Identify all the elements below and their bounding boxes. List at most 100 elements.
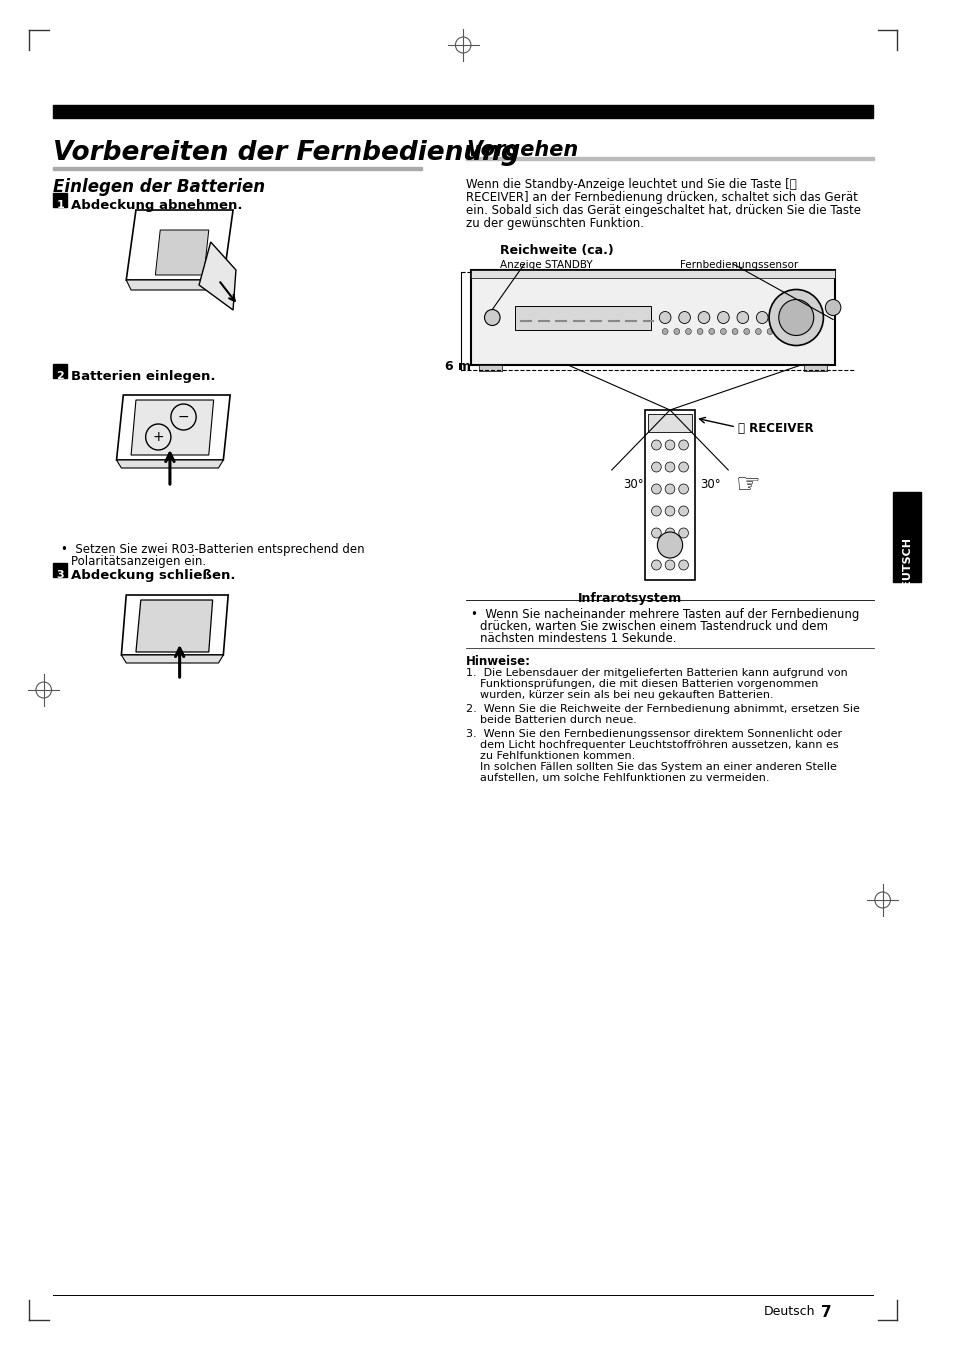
Text: Hinweise:: Hinweise: bbox=[466, 655, 531, 668]
Circle shape bbox=[756, 312, 767, 324]
Bar bbox=[53, 167, 422, 170]
Circle shape bbox=[678, 485, 688, 494]
Text: dem Licht hochfrequenter Leuchtstoffröhren aussetzen, kann es: dem Licht hochfrequenter Leuchtstoffröhr… bbox=[466, 740, 838, 751]
Text: ⏻ RECEIVER: ⏻ RECEIVER bbox=[738, 423, 813, 435]
Circle shape bbox=[678, 462, 688, 472]
Circle shape bbox=[678, 440, 688, 450]
Circle shape bbox=[651, 506, 660, 516]
Text: 7: 7 bbox=[820, 1305, 830, 1320]
Polygon shape bbox=[135, 599, 213, 652]
Circle shape bbox=[651, 485, 660, 494]
Circle shape bbox=[664, 560, 674, 570]
Circle shape bbox=[720, 328, 725, 335]
Circle shape bbox=[678, 506, 688, 516]
Circle shape bbox=[708, 328, 714, 335]
Circle shape bbox=[661, 328, 667, 335]
Circle shape bbox=[824, 300, 840, 316]
Text: In solchen Fällen sollten Sie das System an einer anderen Stelle: In solchen Fällen sollten Sie das System… bbox=[466, 761, 836, 772]
Bar bbox=[803, 364, 826, 371]
Text: wurden, kürzer sein als bei neu gekauften Batterien.: wurden, kürzer sein als bei neu gekaufte… bbox=[466, 690, 773, 701]
Polygon shape bbox=[121, 595, 228, 655]
Circle shape bbox=[651, 528, 660, 539]
Circle shape bbox=[678, 560, 688, 570]
Text: 6 m: 6 m bbox=[444, 360, 470, 373]
Circle shape bbox=[651, 440, 660, 450]
Bar bbox=[647, 414, 692, 432]
Circle shape bbox=[664, 440, 674, 450]
Circle shape bbox=[717, 312, 728, 324]
Text: nächsten mindestens 1 Sekunde.: nächsten mindestens 1 Sekunde. bbox=[479, 632, 676, 645]
Circle shape bbox=[737, 312, 748, 324]
Text: Polaritätsanzeigen ein.: Polaritätsanzeigen ein. bbox=[71, 555, 206, 568]
Text: 1: 1 bbox=[56, 200, 64, 211]
Text: 30°: 30° bbox=[622, 478, 642, 491]
Polygon shape bbox=[116, 460, 223, 468]
Polygon shape bbox=[155, 230, 209, 275]
Bar bbox=[478, 364, 501, 371]
Polygon shape bbox=[126, 279, 223, 290]
Text: zu Fehlfunktionen kommen.: zu Fehlfunktionen kommen. bbox=[466, 751, 635, 761]
Text: 3.  Wenn Sie den Fernbedienungssensor direktem Sonnenlicht oder: 3. Wenn Sie den Fernbedienungssensor dir… bbox=[466, 729, 841, 738]
Text: 1.  Die Lebensdauer der mitgelieferten Batterien kann aufgrund von: 1. Die Lebensdauer der mitgelieferten Ba… bbox=[466, 668, 847, 678]
Circle shape bbox=[698, 312, 709, 324]
Text: Deutsch: Deutsch bbox=[763, 1305, 815, 1318]
Circle shape bbox=[678, 312, 690, 324]
Text: −: − bbox=[177, 410, 189, 424]
Polygon shape bbox=[121, 655, 223, 663]
Text: Infrarotsystem: Infrarotsystem bbox=[578, 593, 681, 605]
Text: Abdeckung schließen.: Abdeckung schließen. bbox=[71, 568, 235, 582]
Text: +: + bbox=[152, 431, 164, 444]
Circle shape bbox=[731, 328, 738, 335]
Bar bbox=[892, 491, 920, 582]
Text: RECEIVER] an der Fernbedienung drücken, schaltet sich das Gerät: RECEIVER] an der Fernbedienung drücken, … bbox=[466, 190, 857, 204]
Text: Vorgehen: Vorgehen bbox=[466, 140, 578, 161]
Bar bbox=[644, 410, 695, 580]
Polygon shape bbox=[126, 211, 233, 279]
Bar bbox=[514, 305, 650, 329]
Text: •  Setzen Sie zwei R03-Batterien entsprechend den: • Setzen Sie zwei R03-Batterien entsprec… bbox=[61, 543, 364, 556]
Text: Abdeckung abnehmen.: Abdeckung abnehmen. bbox=[71, 198, 242, 212]
Text: 2.  Wenn Sie die Reichweite der Fernbedienung abnimmt, ersetzen Sie: 2. Wenn Sie die Reichweite der Fernbedie… bbox=[466, 703, 859, 714]
Text: Wenn die Standby-Anzeige leuchtet und Sie die Taste [⏻: Wenn die Standby-Anzeige leuchtet und Si… bbox=[466, 178, 796, 190]
Bar bbox=[471, 270, 834, 364]
Text: 30°: 30° bbox=[700, 478, 720, 491]
Bar bbox=[53, 193, 67, 207]
Circle shape bbox=[664, 528, 674, 539]
Circle shape bbox=[651, 560, 660, 570]
Circle shape bbox=[697, 328, 702, 335]
Circle shape bbox=[673, 328, 679, 335]
Circle shape bbox=[484, 309, 499, 325]
Text: Batterien einlegen.: Batterien einlegen. bbox=[71, 370, 215, 383]
Text: Vorbereiten der Fernbedienung: Vorbereiten der Fernbedienung bbox=[53, 140, 519, 166]
Text: ☞: ☞ bbox=[736, 471, 760, 500]
Circle shape bbox=[651, 462, 660, 472]
Text: beide Batterien durch neue.: beide Batterien durch neue. bbox=[466, 716, 637, 725]
Polygon shape bbox=[199, 242, 235, 310]
Circle shape bbox=[755, 328, 760, 335]
Circle shape bbox=[768, 289, 822, 346]
Circle shape bbox=[778, 300, 813, 336]
Circle shape bbox=[664, 462, 674, 472]
Circle shape bbox=[685, 328, 691, 335]
Circle shape bbox=[743, 328, 749, 335]
Circle shape bbox=[664, 506, 674, 516]
Circle shape bbox=[678, 528, 688, 539]
Text: 3: 3 bbox=[56, 570, 64, 580]
Bar bbox=[53, 364, 67, 378]
Circle shape bbox=[664, 485, 674, 494]
Text: aufstellen, um solche Fehlfunktionen zu vermeiden.: aufstellen, um solche Fehlfunktionen zu … bbox=[466, 774, 769, 783]
Text: Funktionsprüfungen, die mit diesen Batterien vorgenommen: Funktionsprüfungen, die mit diesen Batte… bbox=[466, 679, 818, 688]
Text: Reichweite (ca.): Reichweite (ca.) bbox=[499, 244, 613, 256]
Text: drücken, warten Sie zwischen einem Tastendruck und dem: drücken, warten Sie zwischen einem Taste… bbox=[479, 620, 827, 633]
Text: 2: 2 bbox=[56, 371, 64, 381]
Circle shape bbox=[659, 312, 670, 324]
Text: Anzeige STANDBY: Anzeige STANDBY bbox=[499, 261, 592, 270]
Text: Einlegen der Batterien: Einlegen der Batterien bbox=[53, 178, 265, 196]
Text: zu der gewünschten Funktion.: zu der gewünschten Funktion. bbox=[466, 217, 643, 230]
Text: •  Wenn Sie nacheinander mehrere Tasten auf der Fernbedienung: • Wenn Sie nacheinander mehrere Tasten a… bbox=[471, 608, 859, 621]
Bar bbox=[53, 563, 67, 576]
Polygon shape bbox=[116, 396, 230, 460]
Polygon shape bbox=[131, 400, 213, 455]
Circle shape bbox=[766, 328, 772, 335]
Text: ein. Sobald sich das Gerät eingeschaltet hat, drücken Sie die Taste: ein. Sobald sich das Gerät eingeschaltet… bbox=[466, 204, 861, 217]
